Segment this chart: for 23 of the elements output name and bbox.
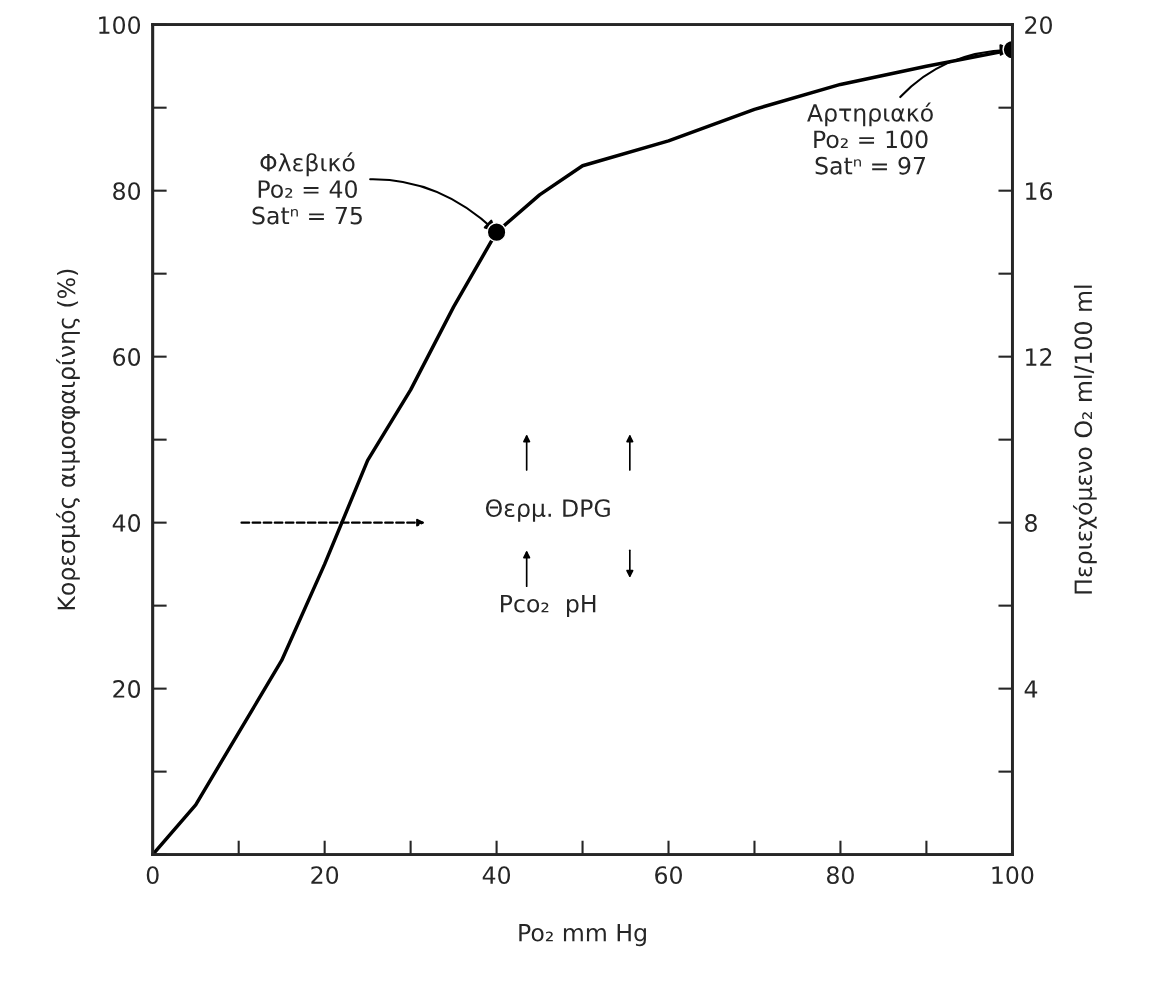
y2-tick-label: 16 xyxy=(1026,182,1053,200)
annotation: Φλεβικό Po₂ = 40 Satⁿ = 75 xyxy=(252,152,362,225)
y-tick-label: 100 xyxy=(99,16,141,35)
y-tick-label: 80 xyxy=(113,182,141,200)
y2-tick-label: 8 xyxy=(1025,514,1037,532)
y-tick-label: 40 xyxy=(112,514,141,532)
annotation: Αρτηριακό Po₂ = 100 Satⁿ = 97 xyxy=(807,102,933,175)
x-tick-label: 20 xyxy=(311,866,339,885)
y2-tick-label: 4 xyxy=(1024,680,1038,698)
x-axis-title: Po₂ mm Hg xyxy=(519,924,646,947)
y2-axis-title: Περιεχόμενο O₂ ml/100 ml xyxy=(1072,285,1097,594)
y-tick-label: 20 xyxy=(113,680,141,698)
y-axis-title: Κορεσμός αιμοσφαιρίνης (%) xyxy=(56,269,80,610)
annotation: Pco₂ pH xyxy=(501,594,596,618)
y-tick-label: 60 xyxy=(113,348,141,366)
y2-tick-label: 20 xyxy=(1025,16,1052,35)
y2-tick-label: 12 xyxy=(1026,348,1052,366)
annotation: Θερμ. DPG xyxy=(485,499,610,522)
x-tick-label: 40 xyxy=(482,866,511,885)
x-tick-label: 0 xyxy=(146,866,159,885)
x-tick-label: 60 xyxy=(655,866,682,885)
x-tick-label: 80 xyxy=(827,866,854,885)
x-tick-label: 100 xyxy=(992,866,1034,885)
